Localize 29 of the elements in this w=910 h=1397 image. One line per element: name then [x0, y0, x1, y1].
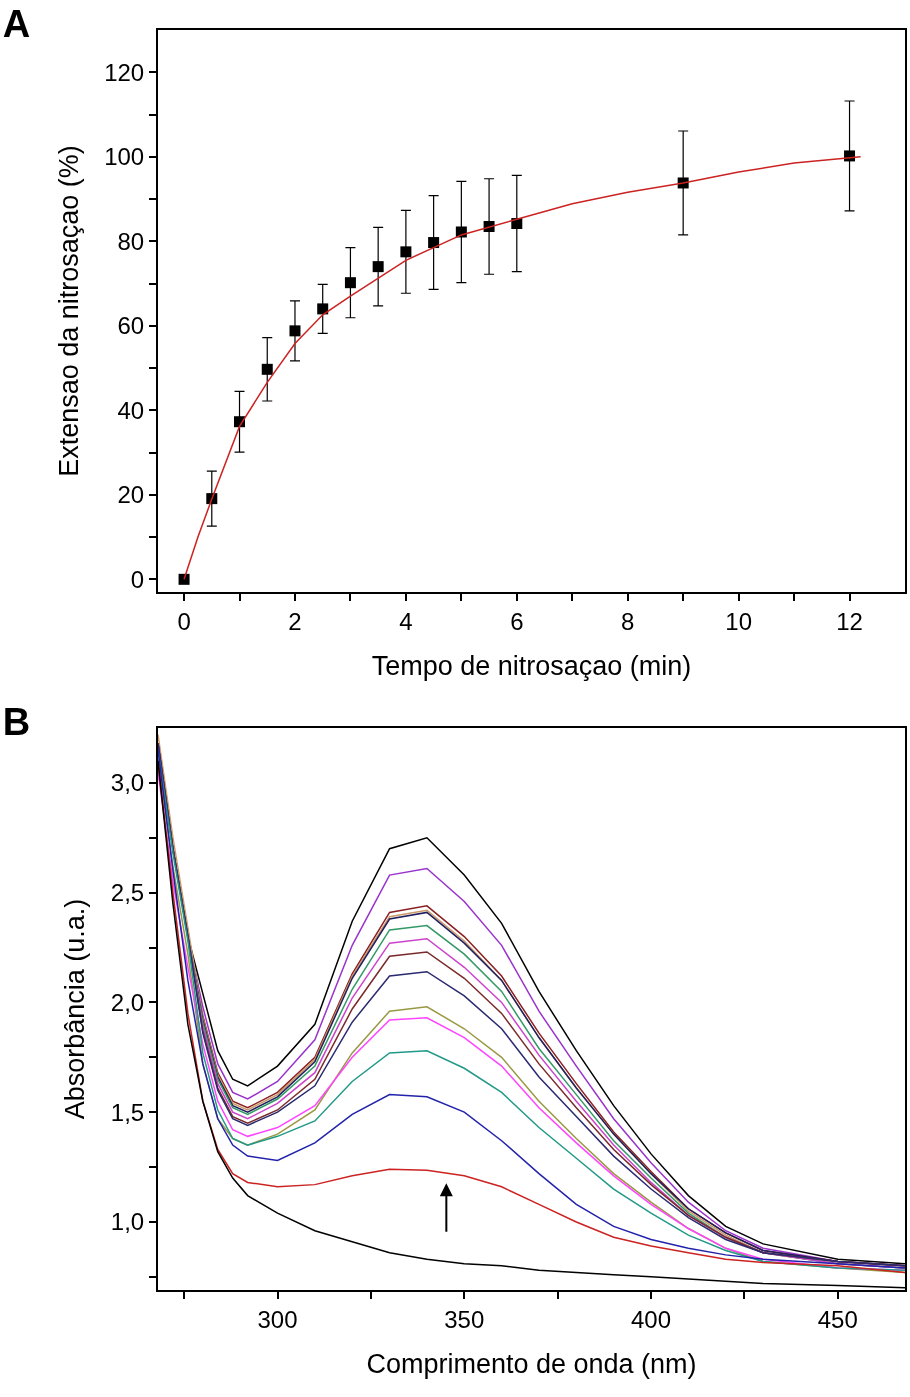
y-tick-label: 60 — [117, 312, 145, 340]
x-tick-label: 8 — [621, 607, 635, 635]
x-tick-label: 400 — [631, 1305, 672, 1333]
y-tick-label: 120 — [104, 58, 145, 86]
x-tick-label: 350 — [444, 1305, 485, 1333]
y-tick-label: 3,0 — [110, 769, 145, 797]
y-tick-label: 40 — [117, 396, 145, 424]
x-tick-label: 2 — [288, 607, 302, 635]
x-axis-title: Tempo de nitrosaçao (min) — [371, 650, 692, 681]
y-tick-label: 1,5 — [110, 1098, 145, 1126]
y-axis-title: Extensao da nitrosaçao (%) — [53, 145, 84, 477]
y-tick-label: 0 — [130, 565, 145, 593]
x-tick-label: 0 — [177, 607, 191, 635]
x-tick-label: 4 — [399, 607, 413, 635]
y-tick-label: 1,0 — [110, 1208, 145, 1236]
y-tick-label: 100 — [104, 143, 145, 171]
y-tick-label: 80 — [117, 227, 145, 255]
x-tick-label: 300 — [257, 1305, 298, 1333]
chart-title: A — [2, 3, 31, 46]
x-tick-label: 6 — [510, 607, 524, 635]
x-tick-label: 450 — [817, 1305, 858, 1333]
y-tick-label: 2,5 — [110, 879, 145, 907]
x-axis-title: Comprimento de onda (nm) — [366, 1348, 697, 1379]
y-tick-label: 2,0 — [110, 988, 145, 1016]
y-axis-title: Absorbância (u.a.) — [60, 898, 91, 1120]
x-tick-label: 10 — [725, 607, 752, 635]
chart-title: B — [2, 701, 31, 744]
x-tick-label: 12 — [836, 607, 863, 635]
y-tick-label: 20 — [117, 481, 145, 509]
